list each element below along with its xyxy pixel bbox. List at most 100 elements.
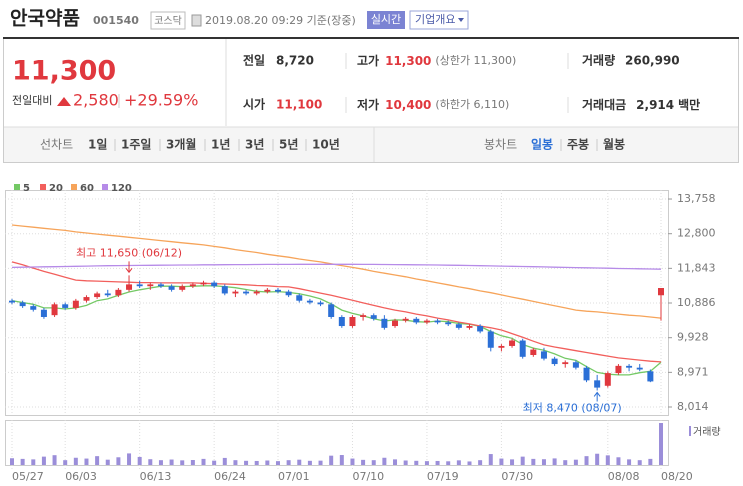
tab[interactable]: 1주일 [121, 138, 151, 152]
stat-note: (상한가 11,300) [435, 54, 516, 67]
annotation: 최저 8,470 (08/07) [523, 401, 622, 414]
candle-body [583, 367, 590, 381]
stat-label: 거래대금 [582, 97, 626, 112]
volume-bar [265, 460, 270, 465]
candle-body [551, 358, 558, 365]
volume-bar [180, 460, 185, 465]
tab[interactable]: 10년 [312, 138, 340, 152]
volume-bar [605, 455, 610, 465]
candle-body [296, 295, 303, 301]
candle-body [94, 293, 101, 298]
volume-bar [627, 459, 632, 465]
volume-bar [616, 457, 621, 465]
x-tick-label: 07/19 [427, 470, 459, 483]
stat-line: 거래대금 2,914 백만 [582, 97, 700, 112]
realtime[interactable]: 실시간 [371, 13, 401, 26]
overview[interactable]: 기업개요 [415, 13, 455, 26]
volume-bar [573, 459, 578, 465]
volume-bar [520, 456, 525, 465]
candle-body [455, 324, 462, 328]
legend-label: 120 [111, 183, 132, 194]
candle-body [636, 367, 643, 370]
stock-name: 안국약품 [10, 8, 80, 30]
up-arrow [57, 97, 71, 106]
y-tick-label: 12,800 [677, 227, 716, 240]
ma-line [11, 263, 662, 270]
tab[interactable]: 3개월 [166, 137, 196, 152]
volume-bar [446, 461, 451, 465]
volume-bar [63, 460, 68, 465]
realtime-button[interactable] [367, 11, 405, 29]
volume-bar [116, 457, 121, 465]
candle-body [594, 380, 601, 388]
tab[interactable]: 1년 [211, 138, 230, 152]
stat-label: 시가 [243, 97, 265, 112]
legend-swatch [40, 184, 46, 190]
candle-body [189, 284, 196, 287]
candle-body [253, 291, 260, 294]
stat-value: 11,300 [385, 54, 431, 68]
candle-body [509, 340, 516, 346]
tab[interactable]: 월봉 [603, 137, 625, 152]
volume-bar [488, 454, 493, 465]
volume-bar [659, 423, 663, 465]
tab-group-label: 선차트 [40, 138, 73, 152]
x-tick-label: 06/24 [214, 470, 246, 483]
volume-bar [254, 460, 259, 465]
tab[interactable]: 3년 [245, 138, 264, 152]
candle-body [200, 282, 207, 285]
tab[interactable]: 1일 [88, 138, 107, 152]
candle-body [572, 362, 579, 368]
volume-bar [10, 458, 14, 465]
volume-bar [648, 458, 653, 465]
candle-body [338, 316, 345, 327]
volume-bar [169, 459, 174, 465]
volume-bar [361, 459, 366, 465]
candle-body [360, 315, 367, 317]
tab[interactable]: 주봉 [567, 138, 589, 152]
tab[interactable]: 일봉 [531, 138, 553, 152]
volume-bar [584, 456, 589, 465]
x-tick-label: 07/30 [501, 470, 533, 483]
volume-bar [95, 456, 100, 465]
volume-bar [73, 457, 78, 465]
price: 11,300 [12, 56, 116, 87]
x-tick-label: 06/03 [65, 470, 97, 483]
x-tick-label: 06/13 [140, 470, 172, 483]
candle-body [370, 315, 377, 319]
x-tick-label: 08/08 [608, 470, 640, 483]
candle-body [19, 302, 26, 307]
y-tick-label: 13,758 [677, 192, 716, 205]
volume-bar [52, 455, 57, 465]
candle-body [83, 297, 90, 301]
stat-label: 전일 [243, 53, 265, 68]
volume-bar [41, 456, 46, 465]
candle-body [647, 371, 654, 382]
legend-label: 20 [49, 183, 63, 194]
change: 2,580 [73, 91, 119, 110]
candle-body [221, 286, 228, 294]
candle-body [562, 362, 569, 365]
clock-icon [191, 14, 202, 27]
overview-button[interactable] [409, 10, 469, 30]
volume-bar [222, 457, 227, 465]
x-tick-label: 05/27 [12, 470, 44, 483]
candle-body [306, 300, 313, 303]
candle-body [62, 304, 69, 308]
candle-body [285, 291, 292, 296]
legend-label: 60 [80, 183, 94, 194]
volume-bar [275, 461, 280, 465]
change-label: 전일대비 [12, 93, 52, 107]
chart: 13,758 12,800 11,843 10,886 9,928 8,971 8,014 0… [5, 183, 721, 483]
candle-body [445, 322, 452, 325]
stat-value: 8,720 [276, 54, 314, 68]
candle-body [274, 289, 281, 292]
volume-bar [339, 455, 344, 465]
candle-body [179, 286, 186, 290]
candle-body [540, 351, 547, 359]
stat-line: 고가 11,300 (상한가 11,300) [357, 53, 516, 68]
stat-label: 거래량 [582, 53, 615, 68]
tab[interactable]: 5년 [279, 138, 298, 152]
tabs: 선차트 1일 1주일 3개월 1년 3년 5년 10년 봉차트 일봉 주봉 월봉 [40, 137, 625, 152]
volume-bar [212, 460, 217, 465]
